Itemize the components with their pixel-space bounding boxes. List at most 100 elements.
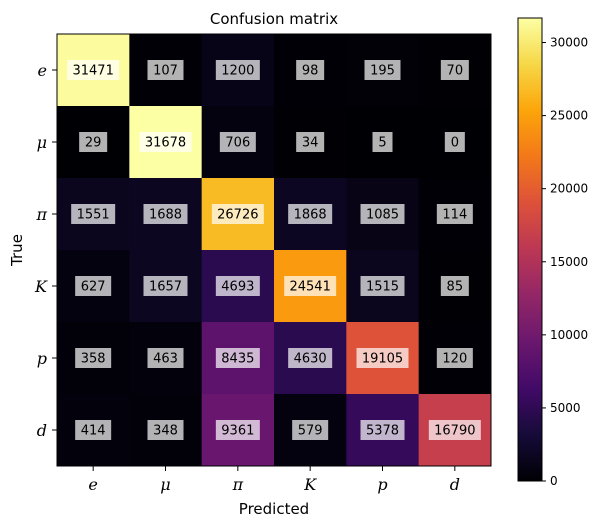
colorbar-tick-label: 5000 (550, 401, 581, 415)
cell-label-box (79, 132, 108, 152)
cell-label-box (444, 132, 465, 152)
colorbar (517, 17, 543, 482)
plot-frame (56, 33, 492, 467)
cell-value-label: 26726 (217, 208, 258, 223)
cell-label-box (428, 420, 481, 440)
y-axis-label: True (8, 234, 26, 267)
x-tick-label: π (232, 475, 244, 494)
heatmap-cells (57, 34, 492, 467)
colorbar-axis: 0 5000 10000 15000 20000 25000 30000 (542, 36, 588, 488)
cell-value-label: 114 (442, 208, 467, 223)
cell-label-box (215, 348, 260, 368)
cell-value-label: 195 (370, 64, 395, 79)
colorbar-tick-label: 15000 (550, 255, 588, 269)
colorbar-tick-label: 0 (550, 474, 558, 488)
y-tick-label: e (38, 61, 47, 80)
cell-value-label: 98 (302, 64, 319, 79)
cell-value-label: 463 (153, 352, 178, 367)
cell-value-label: 9361 (221, 424, 254, 439)
cell-value-label: 627 (81, 280, 106, 295)
cell-value-label: 16790 (434, 424, 475, 439)
cell-value-label: 358 (81, 352, 106, 367)
cell-label-box (436, 204, 473, 224)
cell-value-label: 579 (298, 424, 323, 439)
colorbar-tick-label: 10000 (550, 328, 588, 342)
cell-value-label: 107 (153, 64, 178, 79)
colorbar-tick-label: 25000 (550, 109, 588, 123)
cell-label-box (360, 204, 405, 224)
heatmap-cell-labels: 31471 107 1200 98 195 70 29 31678 706 34 5 0 1551 168… (67, 60, 481, 440)
x-tick-label: p (377, 475, 387, 494)
cell-label-box (147, 60, 184, 80)
cell-label-box (143, 204, 188, 224)
cell-value-label: 5378 (366, 424, 399, 439)
cell-label-box (215, 276, 260, 296)
cell-label-box (219, 132, 256, 152)
cell-label-box (147, 348, 184, 368)
cell-value-label: 1551 (77, 208, 110, 223)
cell-value-label: 8435 (221, 352, 254, 367)
cell-label-box (360, 276, 405, 296)
colorbar-tick-label: 30000 (550, 36, 588, 50)
cell-label-box (75, 348, 112, 368)
cell-value-label: 1515 (366, 280, 399, 295)
cell-value-label: 1688 (149, 208, 182, 223)
cell-value-label: 1868 (294, 208, 327, 223)
cell-label-box (288, 204, 333, 224)
cell-label-box (215, 60, 260, 80)
cell-label-box (364, 60, 401, 80)
cell-value-label: 706 (225, 136, 250, 151)
y-tick-label: p (37, 349, 47, 368)
cell-label-box (71, 204, 116, 224)
x-tick-label: μ (160, 475, 170, 494)
cell-label-box (211, 204, 264, 224)
cell-label-box (215, 420, 260, 440)
cell-value-label: 1200 (221, 64, 254, 79)
cell-label-box (360, 420, 405, 440)
cell-value-label: 24541 (289, 280, 330, 295)
cell-value-label: 414 (81, 424, 106, 439)
cell-label-box (292, 420, 329, 440)
cell-label-box (67, 60, 120, 80)
cell-label-box (356, 348, 409, 368)
cell-value-label: 348 (153, 424, 178, 439)
chart-title: Confusion matrix (210, 10, 338, 28)
y-tick-label: μ (37, 133, 47, 152)
cell-label-box (440, 276, 469, 296)
x-tick-label: e (88, 475, 97, 494)
colorbar-tick-label: 20000 (550, 182, 588, 196)
cell-value-label: 19105 (362, 352, 403, 367)
cell-label-box (284, 276, 337, 296)
cell-label-box (143, 276, 188, 296)
x-tick-label: d (450, 475, 460, 494)
y-tick-label: π (35, 205, 47, 224)
cell-value-label: 4630 (294, 352, 327, 367)
cell-value-label: 34 (302, 136, 319, 151)
x-tick-label: K (303, 475, 317, 494)
y-tick-label: d (37, 421, 47, 440)
cell-value-label: 29 (85, 136, 102, 151)
cell-value-label: 31471 (72, 64, 113, 79)
cell-value-label: 85 (447, 280, 464, 295)
cell-label-box (372, 132, 393, 152)
cell-value-label: 31678 (145, 136, 186, 151)
cell-label-box (436, 348, 473, 368)
y-axis: e μ π Kp d (34, 61, 57, 440)
x-axis-label: Predicted (239, 500, 309, 518)
cell-value-label: 4693 (221, 280, 254, 295)
cell-label-box (139, 132, 192, 152)
cell-value-label: 120 (442, 352, 467, 367)
cell-value-label: 1085 (366, 208, 399, 223)
cell-value-label: 1657 (149, 280, 182, 295)
y-tick-label: K (34, 277, 48, 296)
cell-label-box (75, 276, 112, 296)
cell-label-box (75, 420, 112, 440)
cell-value-label: 70 (447, 64, 464, 79)
cell-label-box (147, 420, 184, 440)
cell-value-label: 0 (451, 136, 459, 151)
cell-label-box (288, 348, 333, 368)
cell-label-box (296, 60, 325, 80)
cell-label-box (440, 60, 469, 80)
